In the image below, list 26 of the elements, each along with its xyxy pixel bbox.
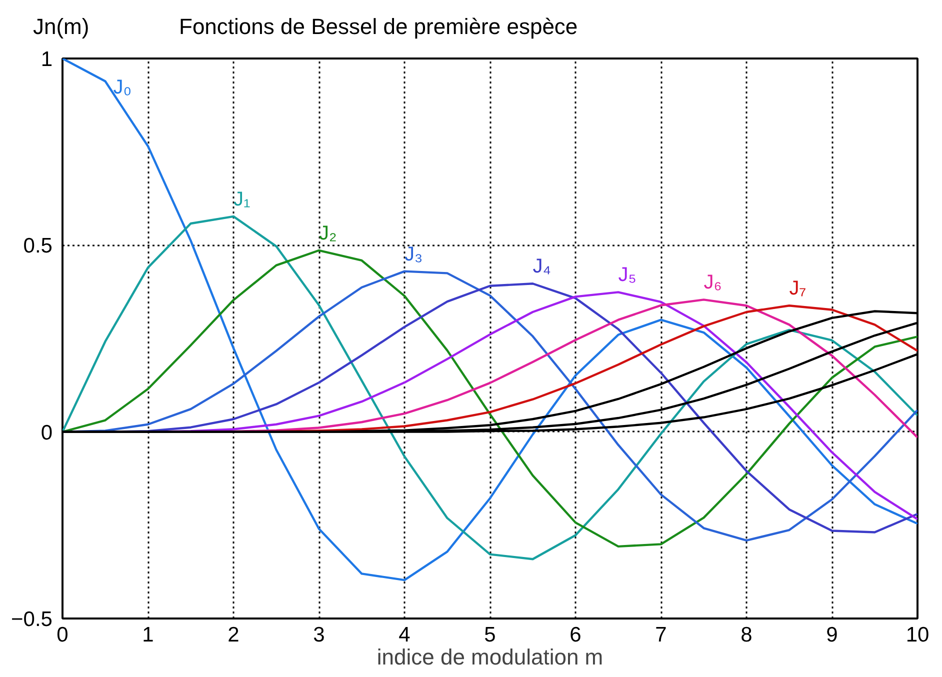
x-tick-label: 7	[655, 624, 667, 646]
series-label: J₇	[789, 278, 806, 300]
x-tick-label: 9	[826, 624, 838, 646]
y-tick-label: 0	[40, 421, 53, 444]
x-tick-label: 6	[570, 624, 582, 646]
ylabel: Jn(m)	[33, 13, 90, 41]
series-label: J₄	[532, 256, 551, 278]
series-label: J₅	[618, 264, 636, 286]
x-axis-title: indice de modulation m	[376, 644, 604, 670]
x-tick-label: 2	[228, 624, 240, 646]
title: Fonctions de Bessel de première espèce	[179, 13, 578, 41]
x-tick-label: 4	[398, 624, 411, 646]
y-tick-label: 0.5	[23, 234, 53, 258]
series-label: J₂	[319, 222, 337, 244]
x-tick-label: 3	[313, 624, 325, 646]
x-tick-label: 5	[484, 624, 496, 646]
x-tick-label: 1	[142, 624, 154, 646]
series-label: J₃	[404, 243, 423, 266]
series-label: J₀	[113, 76, 132, 98]
x-tick-label: 8	[740, 624, 752, 646]
x-tick-label: 0	[56, 624, 68, 646]
series-label: J₁	[234, 188, 250, 210]
y-tick-label: −0.5	[11, 608, 53, 631]
y-tick-label: 1	[40, 48, 53, 71]
series-label: J₆	[704, 272, 722, 294]
x-tick-label: 10	[906, 624, 930, 646]
